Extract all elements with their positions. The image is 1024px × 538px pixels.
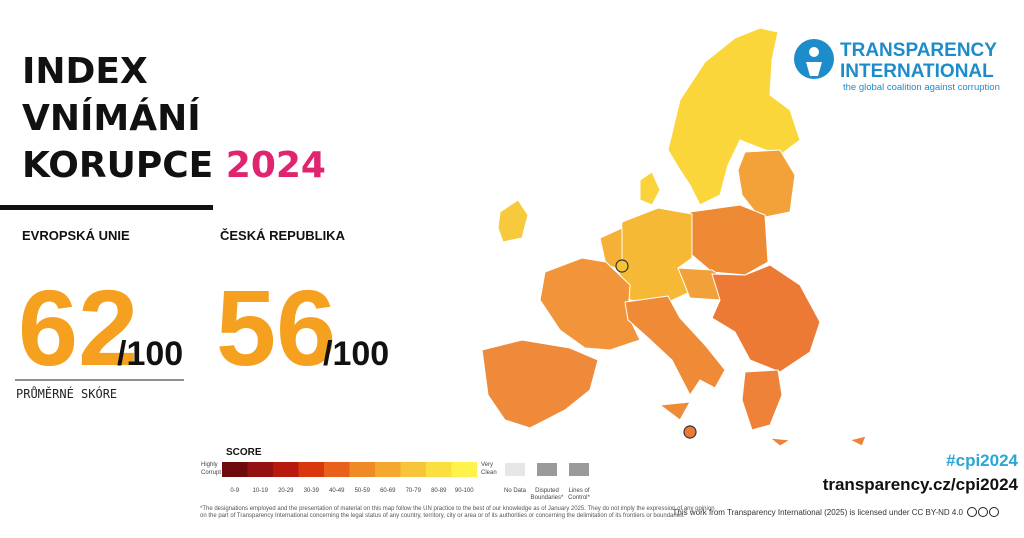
greece xyxy=(741,369,792,447)
legend-extra-label: Control* xyxy=(568,495,590,501)
legend-bin-label: 20-29 xyxy=(278,488,294,494)
legend-swatch xyxy=(375,462,401,477)
logo-tagline: the global coalition against corruption xyxy=(843,82,1000,93)
malta-marker xyxy=(683,425,697,439)
ireland xyxy=(497,199,529,243)
logo-name: INTERNATIONAL xyxy=(840,61,994,82)
legend-high: Clean xyxy=(481,470,497,476)
logo-mark xyxy=(794,39,834,79)
legend-swatch xyxy=(247,462,273,477)
eu-score: 62 xyxy=(18,267,138,388)
disclaimer: *The designations employed and the prese… xyxy=(200,506,715,512)
legend-bin-label: 70-79 xyxy=(406,488,422,494)
legend-bin-label: 0-9 xyxy=(230,488,239,494)
hashtag: #cpi2024 xyxy=(946,451,1018,470)
logo-mark xyxy=(806,62,822,76)
cz-max: /100 xyxy=(323,335,389,373)
legend-high: Very xyxy=(481,462,493,468)
legend-extra-swatch xyxy=(537,463,557,476)
legend-bin-label: 60-69 xyxy=(380,488,396,494)
title-line: INDEX xyxy=(22,51,148,92)
license: This work from Transparency Internationa… xyxy=(673,508,964,517)
legend-swatch xyxy=(426,462,452,477)
denmark xyxy=(639,171,661,206)
legend-extra-label: No Data xyxy=(504,488,527,494)
southeast xyxy=(711,264,821,373)
cc-icon xyxy=(967,507,977,517)
iberia xyxy=(481,339,599,429)
legend-bin-label: 40-49 xyxy=(329,488,345,494)
legend-swatch xyxy=(273,462,299,477)
legend-swatch xyxy=(324,462,350,477)
cc-icon xyxy=(989,507,999,517)
eu-max: /100 xyxy=(117,335,183,373)
baltics xyxy=(737,149,796,219)
legend-extra-swatch xyxy=(505,463,525,476)
legend-bin-label: 80-89 xyxy=(431,488,447,494)
poland xyxy=(689,204,769,276)
legend-swatch xyxy=(349,462,375,477)
logo-name: TRANSPARENCY xyxy=(840,40,997,61)
disclaimer: on the part of Transparency Internationa… xyxy=(200,513,685,519)
eu-label: EVROPSKÁ UNIE xyxy=(22,228,130,243)
url: transparency.cz/cpi2024 xyxy=(823,475,1019,494)
title-year: 2024 xyxy=(226,145,326,186)
legend-swatch xyxy=(298,462,324,477)
legend-swatch xyxy=(222,462,248,477)
nordic xyxy=(667,27,801,206)
legend-extra-label: Lines of xyxy=(568,488,589,494)
legend-swatch xyxy=(451,462,477,477)
cz-label: ČESKÁ REPUBLIKA xyxy=(220,228,346,243)
logo-mark xyxy=(809,47,819,57)
legend-low: Corrupt xyxy=(201,470,221,476)
legend-bin-label: 30-39 xyxy=(304,488,320,494)
legend-swatch xyxy=(400,462,426,477)
title-line: VNÍMÁNÍ xyxy=(22,97,201,139)
title-line: KORUPCE xyxy=(22,145,213,186)
france xyxy=(539,257,641,351)
legend-bin-label: 50-59 xyxy=(355,488,371,494)
italy xyxy=(624,295,726,421)
legend-low: Highly xyxy=(201,462,218,468)
eu-caption: PRŮMĚRNÉ SKÓRE xyxy=(16,386,117,401)
cc-icons xyxy=(967,507,999,517)
cyprus xyxy=(848,435,867,447)
title-line: KORUPCE 2024 xyxy=(22,145,326,186)
legend-extra-label: Boundaries* xyxy=(531,495,564,501)
legend-extra-swatch xyxy=(569,463,589,476)
legend-title: SCORE xyxy=(226,447,262,458)
legend-bin-label: 10-19 xyxy=(253,488,269,494)
cz-score: 56 xyxy=(216,267,336,388)
cc-icon xyxy=(978,507,988,517)
divider xyxy=(0,205,213,210)
legend-extra-label: Disputed xyxy=(535,488,559,494)
luxembourg-marker xyxy=(615,259,629,273)
legend-bin-label: 90-100 xyxy=(455,488,474,494)
legend: SCORE Highly Corrupt 0-9 10-19 20-29 30-39 40-4… xyxy=(201,447,590,501)
map xyxy=(481,27,867,447)
